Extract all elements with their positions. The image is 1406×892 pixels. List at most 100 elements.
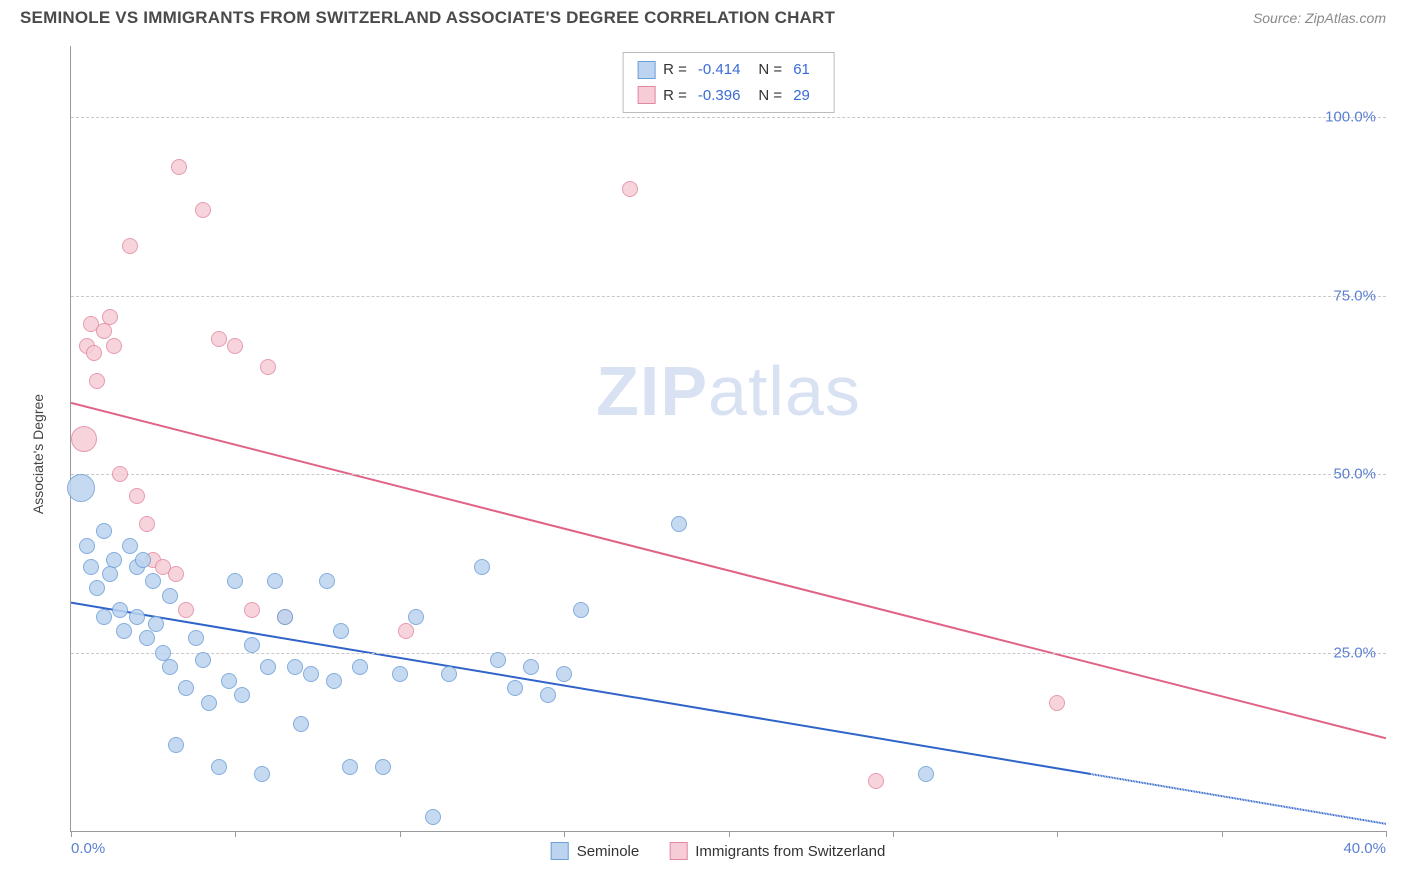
legend-series: Seminole Immigrants from Switzerland: [551, 842, 886, 860]
data-point: [254, 766, 270, 782]
data-point: [319, 573, 335, 589]
data-point: [96, 609, 112, 625]
legend-row-swiss: R = -0.396 N = 29: [637, 83, 820, 109]
data-point: [287, 659, 303, 675]
legend-item-swiss: Immigrants from Switzerland: [669, 842, 885, 860]
data-point: [490, 652, 506, 668]
data-point: [398, 623, 414, 639]
data-point: [83, 559, 99, 575]
data-point: [392, 666, 408, 682]
data-point: [671, 516, 687, 532]
legend-item-seminole: Seminole: [551, 842, 640, 860]
data-point: [326, 673, 342, 689]
legend-correlation: R = -0.414 N = 61 R = -0.396 N = 29: [622, 52, 835, 113]
data-point: [227, 573, 243, 589]
data-point: [352, 659, 368, 675]
data-point: [333, 623, 349, 639]
r-value-swiss: -0.396: [698, 83, 741, 109]
data-point: [139, 630, 155, 646]
data-point: [162, 659, 178, 675]
data-point: [573, 602, 589, 618]
legend-row-seminole: R = -0.414 N = 61: [637, 57, 820, 83]
data-point: [102, 566, 118, 582]
data-point: [188, 630, 204, 646]
legend-label-seminole: Seminole: [577, 843, 640, 860]
chart-wrap: Associate's Degree ZIPatlas R = -0.414 N…: [50, 46, 1386, 862]
y-tick-label: 50.0%: [1333, 466, 1376, 483]
data-point: [162, 588, 178, 604]
y-tick-label: 25.0%: [1333, 644, 1376, 661]
data-point: [171, 159, 187, 175]
data-point: [507, 680, 523, 696]
n-label: N =: [758, 57, 782, 83]
x-tick: [564, 831, 565, 837]
data-point: [342, 759, 358, 775]
data-point: [195, 652, 211, 668]
data-point: [122, 238, 138, 254]
n-value-swiss: 29: [793, 83, 810, 109]
data-point: [112, 466, 128, 482]
x-tick: [1057, 831, 1058, 837]
data-point: [106, 338, 122, 354]
data-point: [474, 559, 490, 575]
data-point: [96, 523, 112, 539]
x-tick: [1386, 831, 1387, 837]
data-point: [556, 666, 572, 682]
swatch-swiss-icon: [669, 842, 687, 860]
data-point: [168, 737, 184, 753]
watermark: ZIPatlas: [596, 351, 861, 431]
data-point: [622, 181, 638, 197]
watermark-atlas: atlas: [708, 352, 861, 430]
r-label: R =: [663, 83, 687, 109]
data-point: [129, 609, 145, 625]
data-point: [277, 609, 293, 625]
y-tick-label: 75.0%: [1333, 287, 1376, 304]
watermark-zip: ZIP: [596, 352, 708, 430]
n-value-seminole: 61: [793, 57, 810, 83]
gridline: [71, 653, 1386, 654]
data-point: [260, 659, 276, 675]
data-point: [168, 566, 184, 582]
data-point: [868, 773, 884, 789]
data-point: [201, 695, 217, 711]
data-point: [260, 359, 276, 375]
data-point: [79, 538, 95, 554]
data-point: [303, 666, 319, 682]
data-point: [195, 202, 211, 218]
data-point: [178, 680, 194, 696]
data-point: [178, 602, 194, 618]
data-point: [89, 580, 105, 596]
x-tick: [400, 831, 401, 837]
data-point: [129, 488, 145, 504]
data-point: [148, 616, 164, 632]
swatch-seminole: [637, 61, 655, 79]
swatch-seminole-icon: [551, 842, 569, 860]
n-label: N =: [758, 83, 782, 109]
data-point: [221, 673, 237, 689]
plot-area: ZIPatlas R = -0.414 N = 61 R = -0.396 N …: [70, 46, 1386, 832]
data-point: [71, 426, 97, 452]
gridline: [71, 296, 1386, 297]
data-point: [145, 573, 161, 589]
y-tick-label: 100.0%: [1325, 109, 1376, 126]
x-tick-label: 0.0%: [71, 840, 105, 857]
data-point: [106, 552, 122, 568]
data-point: [89, 373, 105, 389]
data-point: [244, 602, 260, 618]
r-value-seminole: -0.414: [698, 57, 741, 83]
data-point: [122, 538, 138, 554]
data-point: [425, 809, 441, 825]
data-point: [135, 552, 151, 568]
data-point: [139, 516, 155, 532]
data-point: [523, 659, 539, 675]
data-point: [86, 345, 102, 361]
data-point: [540, 687, 556, 703]
x-tick-label: 40.0%: [1343, 840, 1386, 857]
chart-source: Source: ZipAtlas.com: [1253, 10, 1386, 26]
data-point: [408, 609, 424, 625]
data-point: [244, 637, 260, 653]
trend-lines: [71, 46, 1386, 831]
data-point: [375, 759, 391, 775]
swatch-swiss: [637, 86, 655, 104]
chart-header: SEMINOLE VS IMMIGRANTS FROM SWITZERLAND …: [0, 0, 1406, 32]
